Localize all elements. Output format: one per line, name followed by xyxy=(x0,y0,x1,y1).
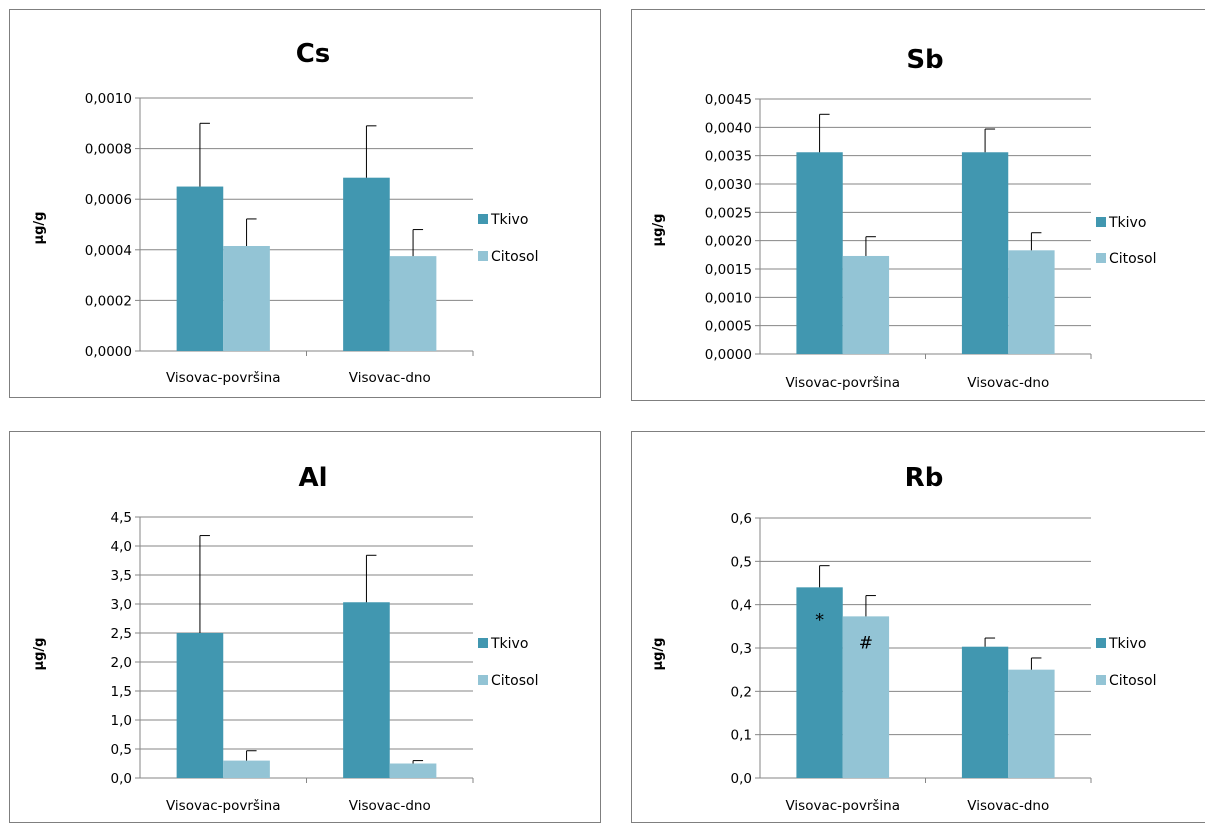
y-tick-label: 0,0 xyxy=(731,771,752,787)
legend-label-citosol: Citosol xyxy=(491,673,538,689)
legend-label-tkivo: Tkivo xyxy=(490,212,528,228)
bar-tkivo xyxy=(961,152,1009,354)
y-tick-label: 0,0025 xyxy=(705,205,752,221)
y-tick-label: 0,0020 xyxy=(705,234,752,250)
bar-citosol xyxy=(389,256,437,351)
x-tick-label: Visovac-površina xyxy=(785,375,900,391)
legend-swatch-tkivo xyxy=(478,214,488,224)
y-tick-label: 1,0 xyxy=(111,713,132,729)
y-tick-label: 0,5 xyxy=(731,554,752,570)
legend-swatch-tkivo xyxy=(1096,638,1106,648)
y-tick-label: 0,0010 xyxy=(85,91,132,107)
y-tick-label: 0,0000 xyxy=(705,347,752,363)
y-axis-label: µg/g xyxy=(32,638,47,671)
chart-panel-cs: Cs 0,0000 0,0002 0,0004 0,0006 0,0008 0,0010 µg… xyxy=(9,9,601,398)
bar-tkivo xyxy=(796,152,843,354)
bar-tkivo xyxy=(343,177,390,351)
bar-tkivo xyxy=(796,587,843,778)
significance-marker: * xyxy=(815,610,824,630)
y-tick-label: 3,5 xyxy=(111,568,132,584)
legend-label-citosol: Citosol xyxy=(491,249,538,265)
bar-citosol xyxy=(1008,669,1055,778)
bar-citosol xyxy=(223,760,270,778)
legend-label-tkivo: Tkivo xyxy=(1108,215,1146,231)
chart-title: Sb xyxy=(906,45,943,75)
chart-svg: Rb 0,0 0,1 0,2 0,3 0,4 0,5 0,6 µg/g Visovac-površ… xyxy=(651,463,1156,814)
chart-title: Rb xyxy=(905,463,944,493)
legend-swatch-citosol xyxy=(1096,675,1106,685)
legend-swatch-tkivo xyxy=(1096,217,1106,227)
legend-swatch-citosol xyxy=(478,675,488,685)
y-axis-label: µg/g xyxy=(32,212,47,245)
bar-citosol xyxy=(842,616,890,778)
y-tick-label: 0,1 xyxy=(731,728,752,744)
y-tick-label: 0,0006 xyxy=(85,192,132,208)
y-tick-label: 0,2 xyxy=(731,684,752,700)
y-tick-label: 1,5 xyxy=(111,684,132,700)
y-tick-label: 0,3 xyxy=(731,641,752,657)
y-tick-label: 0,0 xyxy=(111,771,132,787)
y-tick-label: 0,0015 xyxy=(705,262,752,278)
chart-title: Cs xyxy=(296,39,331,69)
legend-label-tkivo: Tkivo xyxy=(1108,636,1146,652)
bar-citosol xyxy=(389,763,437,778)
y-axis-label: µg/g xyxy=(651,214,666,247)
chart-svg: Cs 0,0000 0,0002 0,0004 0,0006 0,0008 0,0010 µg… xyxy=(32,39,538,386)
y-tick-label: 0,0035 xyxy=(705,149,752,165)
y-tick-label: 0,5 xyxy=(111,742,132,758)
legend-swatch-citosol xyxy=(1096,253,1106,263)
y-tick-label: 0,0008 xyxy=(85,142,132,158)
legend-swatch-tkivo xyxy=(478,638,488,648)
y-tick-label: 0,0000 xyxy=(85,344,132,360)
x-tick-label: Visovac-površina xyxy=(785,798,900,814)
chart-panel-rb: Rb 0,0 0,1 0,2 0,3 0,4 0,5 0,6 µg/g Visovac-površ… xyxy=(631,431,1205,823)
chart-svg: Al 0,0 0,5 1,0 1,5 2,0 2,5 3,0 3,5 4,0 4,5 µg/g Viso… xyxy=(32,463,538,814)
bar-citosol xyxy=(842,255,890,354)
x-tick-label: Visovac-površina xyxy=(166,798,281,814)
chart-panel-al: Al 0,0 0,5 1,0 1,5 2,0 2,5 3,0 3,5 4,0 4,5 µg/g Viso… xyxy=(9,431,601,823)
x-tick-label: Visovac-dno xyxy=(967,375,1049,391)
y-tick-label: 0,0010 xyxy=(705,290,752,306)
y-tick-label: 0,0040 xyxy=(705,120,752,136)
chart-title: Al xyxy=(298,463,327,493)
legend-label-tkivo: Tkivo xyxy=(490,636,528,652)
bar-citosol xyxy=(1008,250,1055,354)
legend-label-citosol: Citosol xyxy=(1109,673,1156,689)
y-tick-label: 4,0 xyxy=(111,539,132,555)
y-tick-label: 2,0 xyxy=(111,655,132,671)
x-tick-label: Visovac-dno xyxy=(349,370,431,386)
y-tick-label: 0,4 xyxy=(731,598,752,614)
x-tick-label: Visovac-dno xyxy=(967,798,1049,814)
y-tick-label: 0,0004 xyxy=(85,243,132,259)
legend-swatch-citosol xyxy=(478,251,488,261)
y-tick-label: 0,0045 xyxy=(705,92,752,108)
y-tick-label: 2,5 xyxy=(111,626,132,642)
chart-svg: Sb 0,0000 0,0005 0,0010 0,0015 0,0020 0,0025 0,… xyxy=(651,45,1156,391)
chart-panel-sb: Sb 0,0000 0,0005 0,0010 0,0015 0,0020 0,0025 0,… xyxy=(631,9,1205,401)
y-tick-label: 3,0 xyxy=(111,597,132,613)
bar-tkivo xyxy=(176,186,224,351)
y-tick-label: 0,0005 xyxy=(705,319,752,335)
y-tick-label: 4,5 xyxy=(111,510,132,526)
y-tick-label: 0,6 xyxy=(731,511,752,527)
bar-tkivo xyxy=(343,602,390,778)
bar-citosol xyxy=(223,246,270,351)
bar-tkivo xyxy=(176,633,224,778)
y-tick-label: 0,0002 xyxy=(85,293,132,309)
x-tick-label: Visovac-dno xyxy=(349,798,431,814)
bar-tkivo xyxy=(961,646,1009,778)
y-axis-label: µg/g xyxy=(651,638,666,671)
legend-label-citosol: Citosol xyxy=(1109,251,1156,267)
x-tick-label: Visovac-površina xyxy=(166,370,281,386)
y-tick-label: 0,0030 xyxy=(705,177,752,193)
significance-marker: # xyxy=(859,633,873,653)
